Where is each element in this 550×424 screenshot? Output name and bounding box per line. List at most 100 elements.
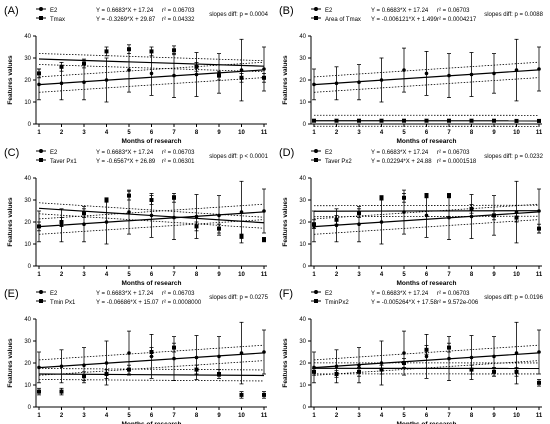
x-tick-label: 5 [127,130,131,136]
data-point-dot [59,364,64,369]
slopes-diff-label: slopes diff: p = 0.0232 [484,154,543,160]
legend-r2: r² = 9.572e-006 [437,300,479,306]
x-tick-label: 2 [60,413,64,419]
data-point-dot [379,220,384,224]
data-point-dot [37,82,41,87]
panel-f: (F) E2 Y = 0.6683*X + 17.24 r² = 0.06703 Tmi… [279,288,544,424]
data-point-dot [334,81,339,86]
slopes-diff-label: slopes diff: p = 0.0004 [209,12,268,18]
legend-r2: r² = 0.0001518 [437,159,477,165]
legend-label: Taver Px2 [325,159,352,165]
x-axis-title: Months of research [397,421,457,424]
y-tick-label: 40 [24,176,31,182]
x-tick-label: 11 [536,130,543,136]
data-point-square [447,193,451,198]
legend-equation: Y = 0.6683*X + 17.24 [96,8,154,14]
data-point-square [312,369,316,374]
x-tick-label: 4 [380,413,384,419]
legend-r2: r² = 0.06703 [437,8,470,14]
data-point-dot [492,354,496,359]
data-point-square [492,213,496,218]
x-tick-label: 9 [217,413,221,419]
x-tick-label: 9 [217,130,221,136]
y-tick-label: 20 [24,220,31,226]
regression-line [38,373,265,377]
legend-r2: r² = 0.06301 [162,159,195,165]
data-point-square [537,380,541,385]
data-point-dot [334,364,339,369]
data-point-square [357,118,361,123]
legend-r2: r² = 0.06703 [162,8,195,14]
data-point-square [262,237,266,242]
data-point-square [172,195,176,200]
legend-marker-square [314,299,318,303]
data-point-square [239,392,244,397]
x-tick-label: 10 [238,272,245,278]
legend-equation: Y = -0.6567*X + 26.89 [96,159,156,165]
data-point-square [149,198,154,202]
data-point-square [357,211,361,216]
x-tick-label: 3 [357,130,361,136]
x-tick-label: 6 [425,413,429,419]
panel-label: (A) [4,5,19,17]
legend-equation: Y = 0.6683*X + 17.24 [371,291,429,297]
data-point-square [104,198,109,202]
data-point-square [59,64,64,69]
data-point-square [537,226,541,231]
x-axis-title: Months of research [397,138,457,145]
legend-r2: r² = 0.06703 [437,150,470,156]
y-axis-title: Features values [282,55,289,105]
data-point-dot [82,363,86,368]
legend-label: Area of Tmax [325,17,361,23]
legend-equation: Y = 0.6683*X + 17.24 [371,150,429,156]
legend-marker-square [39,299,43,303]
data-point-dot [172,73,176,78]
x-tick-label: 11 [261,272,268,278]
data-point-dot [262,350,266,354]
confidence-band-lower [38,379,265,382]
legend-r2: r² = 0.06703 [162,150,195,156]
x-tick-label: 10 [238,413,245,419]
panel-label: (E) [4,288,19,300]
data-point-dot [149,71,154,76]
legend-equation: Y = -0.006121*X + 1.499 [371,17,438,23]
legend-label: E2 [50,150,58,156]
data-point-square [424,118,429,123]
x-tick-label: 6 [150,272,154,278]
x-tick-label: 1 [312,272,316,278]
legend-r2: r² = 0.06703 [162,291,195,297]
data-point-square [514,369,519,374]
x-tick-label: 8 [195,413,199,419]
data-point-dot [402,351,406,355]
y-tick-label: 30 [299,198,306,204]
panel-a: (A) E2 Y = 0.6683*X + 17.24 r² = 0.06703 Tma… [4,5,269,145]
x-tick-label: 10 [513,130,520,136]
data-point-dot [217,354,221,359]
legend-r2: r² = 0.04332 [162,17,195,23]
legend-label: E2 [325,150,333,156]
data-point-dot [172,356,176,361]
x-tick-label: 11 [261,130,268,136]
legend-label: E2 [50,291,58,297]
x-tick-label: 9 [492,413,496,419]
data-point-dot [194,72,199,77]
slopes-diff-label: slopes diff: p = 0.0088 [484,12,543,18]
data-point-square [104,49,109,54]
x-tick-label: 7 [172,130,176,136]
panel-label: (C) [4,147,19,159]
legend-label: E2 [50,8,58,14]
data-point-square [127,47,131,52]
data-point-dot [469,72,474,77]
data-point-square [537,118,541,123]
data-point-square [379,367,384,372]
x-tick-label: 10 [513,413,520,419]
slopes-diff-label: slopes diff: p < 0.0001 [209,154,268,160]
legend-r2: r² = 0.0004217 [437,17,477,23]
data-point-dot [424,354,429,359]
data-point-square [82,211,86,216]
data-point-square [469,367,474,372]
x-tick-label: 7 [447,130,451,136]
legend-marker-square [39,16,43,20]
panel-d: (D) E2 Y = 0.6683*X + 17.24 r² = 0.06703 Tav… [279,147,544,287]
data-point-dot [104,220,109,224]
